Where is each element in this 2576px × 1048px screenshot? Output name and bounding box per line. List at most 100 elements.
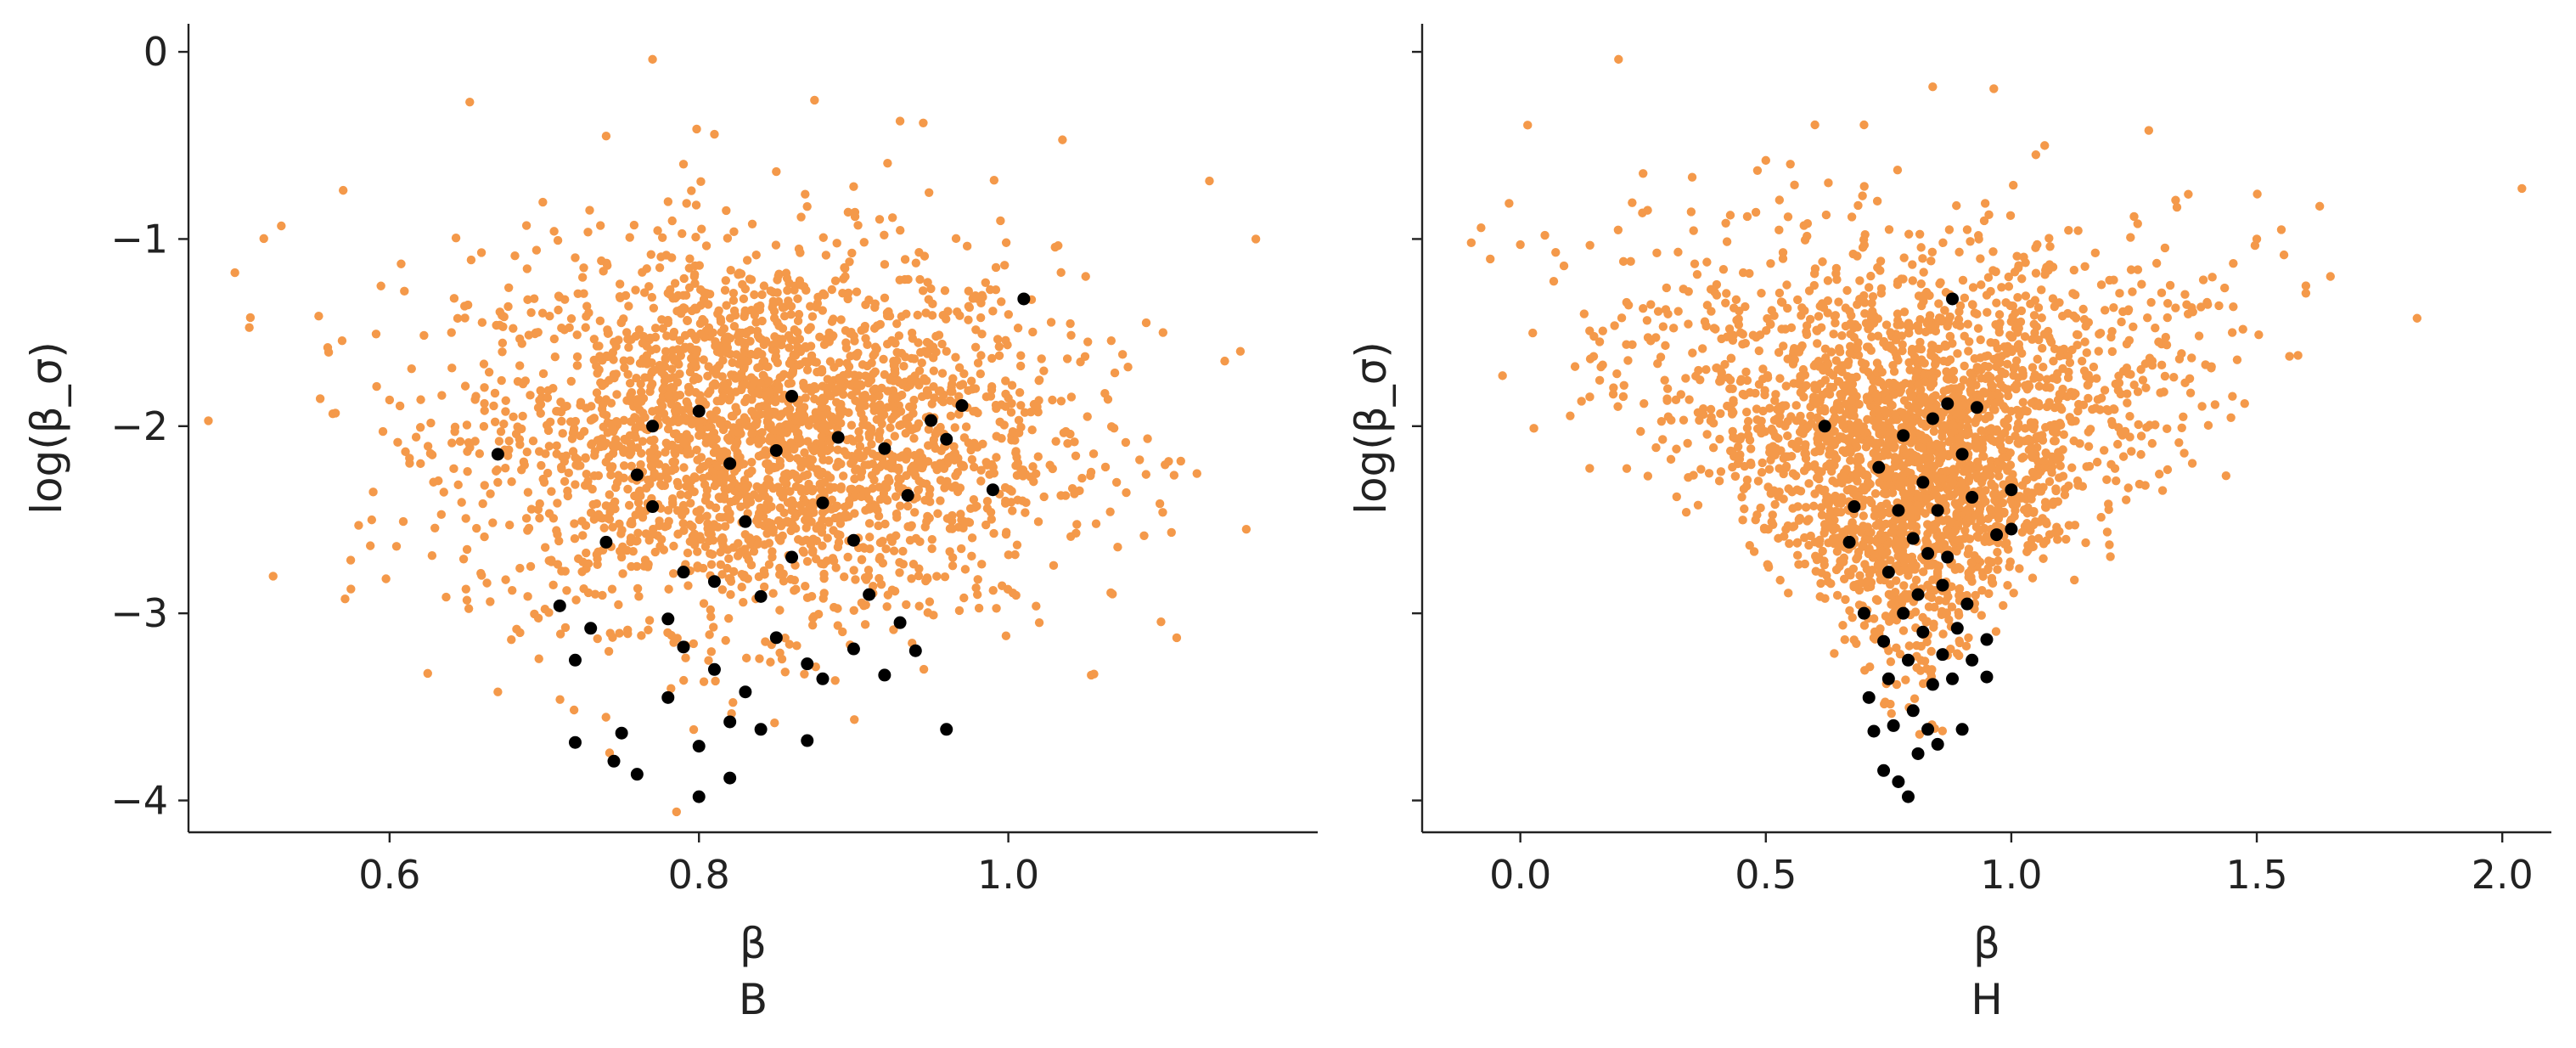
scatter-point [599,409,608,419]
scatter-point [2156,388,2165,397]
scatter-point [838,627,847,637]
scatter-point [2073,406,2083,416]
scatter-point [948,524,957,533]
scatter-point [577,273,588,282]
scatter-point [751,251,761,260]
scatter-point [667,498,678,507]
scatter-point [900,255,910,264]
scatter-point [788,469,797,478]
scatter-point [818,508,828,517]
scatter-point [1585,464,1595,473]
scatter-point [1973,324,1983,333]
scatter-point [664,391,673,401]
scatter-point [946,411,956,421]
scatter-point [1033,517,1043,527]
scatter-point [480,383,489,392]
scatter-point [540,605,550,614]
scatter-point [673,529,683,539]
scatter-point [1205,176,1214,186]
scatter-point [824,518,834,527]
scatter-point [1977,280,1986,290]
scatter-point [522,447,532,457]
scatter-point [720,521,730,532]
scatter-point [696,329,706,339]
scatter-point [2106,552,2115,561]
scatter-point [742,256,752,265]
scatter-point [1961,641,1971,651]
scatter-point [873,321,882,330]
scatter-point [1757,289,1766,298]
scatter-point [664,584,673,594]
scatter-point [1835,347,1845,357]
scatter-point [1730,471,1741,481]
scatter-point [663,628,672,638]
scatter-point [1032,601,1041,611]
scatter-point [783,516,792,526]
scatter-point [2208,273,2217,282]
scatter-point [515,361,525,370]
scatter-point [948,561,958,571]
scatter-point [1026,407,1036,417]
scatter-point [976,351,986,360]
scatter-point [749,547,759,556]
scatter-point [728,543,738,552]
scatter-point [503,301,513,312]
scatter-point [569,425,579,436]
scatter-point [1930,359,1940,369]
scatter-point [1816,323,1826,332]
scatter-point [245,323,254,332]
scatter-point [2112,439,2123,449]
scatter-point [942,476,952,487]
scatter-point [1636,426,1645,437]
scatter-point [923,608,933,617]
scatter-point [2016,306,2027,316]
scatter-point [679,675,689,685]
scatter-point [1814,445,1824,454]
scatter-point [535,513,544,523]
scatter-point [693,563,702,572]
scatter-point [1757,416,1766,426]
scatter-point [1638,208,1647,217]
scatter-point [372,381,381,392]
scatter-point [768,589,778,598]
scatter-point [716,314,725,324]
scatter-point [538,197,548,207]
scatter-point [478,499,487,509]
scatter-point [587,402,596,411]
scatter-point [689,724,699,735]
scatter-point [683,315,692,325]
scatter-point [1783,212,1793,222]
scatter-point [2050,528,2060,538]
scatter-point [1066,330,1076,340]
scatter-point [1012,540,1022,549]
scatter-point [650,435,659,445]
scatter-point [678,510,687,520]
scatter-point [608,347,618,358]
scatter-point [718,392,728,402]
scatter-point [1684,319,1693,329]
scatter-point [2163,299,2173,308]
scatter-point [714,306,723,316]
scatter-point [1015,361,1026,371]
scatter-point [2044,476,2055,487]
scatter-point [683,382,694,392]
scatter-point [633,395,642,404]
scatter-point [2096,512,2106,522]
scatter-point [1001,238,1011,247]
scatter-point [1050,242,1060,252]
scatter-point [315,394,325,403]
scatter-point [1910,694,1920,703]
scatter-point [669,541,678,551]
scatter-point [859,238,869,247]
scatter-point [989,176,999,185]
scatter-point [702,511,711,521]
scatter-point [346,584,356,594]
scatter-point [928,342,938,352]
scatter-point [740,356,751,365]
scatter-point [853,221,863,230]
scatter-point [619,473,628,483]
scatter-point [1106,335,1116,346]
scatter-point [391,542,402,551]
scatter-point [1108,589,1117,599]
scatter-point [954,606,965,616]
